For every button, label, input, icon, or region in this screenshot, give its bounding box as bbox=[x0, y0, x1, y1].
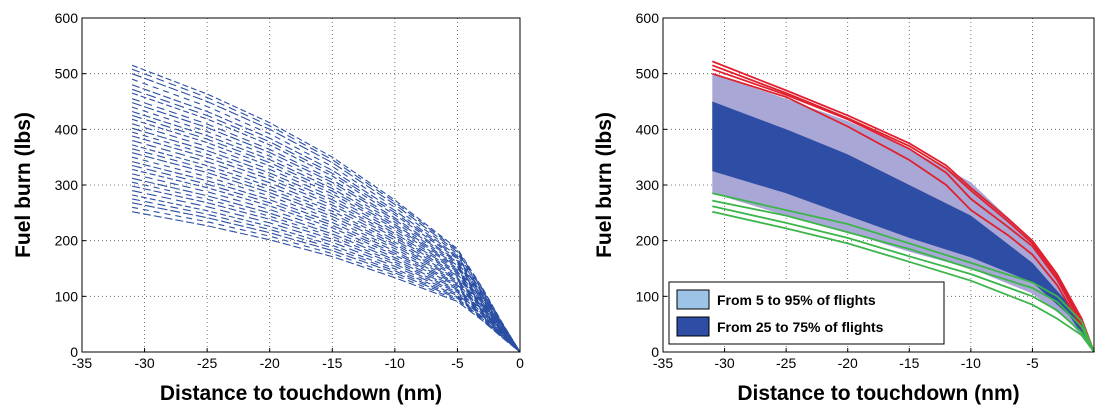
right-plot-frame bbox=[662, 17, 1095, 353]
reference-line bbox=[711, 64, 1095, 353]
y-tick-label: 600 bbox=[55, 10, 79, 26]
right-percentile-bands bbox=[712, 73, 1094, 352]
x-tick-label: -20 bbox=[838, 355, 858, 371]
x-tick-label: -25 bbox=[197, 355, 217, 371]
flight-line bbox=[131, 127, 521, 353]
left-tick-labels: -35 -30 -25 -20 -15 -10 -5 0 0 100 200 300 400 500 600 bbox=[55, 10, 524, 371]
reference-line bbox=[712, 192, 1095, 353]
x-tick-label: -35 bbox=[72, 355, 92, 371]
flight-line bbox=[131, 118, 521, 353]
left-data-lines bbox=[131, 64, 521, 353]
reference-line bbox=[712, 210, 1095, 353]
x-tick-label: -15 bbox=[899, 355, 919, 371]
reference-line bbox=[712, 199, 1095, 353]
y-tick-label: 400 bbox=[55, 121, 79, 137]
x-tick-label: -35 bbox=[653, 355, 673, 371]
x-tick-label: 0 bbox=[516, 355, 524, 371]
flight-line bbox=[131, 156, 521, 353]
flight-line bbox=[131, 98, 521, 353]
y-tick-label: 100 bbox=[636, 288, 660, 304]
flight-line bbox=[131, 123, 521, 353]
x-tick-label: -15 bbox=[322, 355, 342, 371]
legend-label-5-95: From 5 to 95% of flights bbox=[717, 292, 876, 308]
y-tick-label: 400 bbox=[636, 121, 660, 137]
x-tick-label: -30 bbox=[714, 355, 734, 371]
left-gridlines bbox=[81, 17, 521, 353]
y-tick-label: 500 bbox=[55, 66, 79, 82]
y-tick-label: 100 bbox=[55, 288, 79, 304]
flight-line bbox=[131, 152, 521, 353]
legend-box bbox=[668, 281, 945, 345]
x-tick-label: -5 bbox=[451, 355, 464, 371]
legend: From 5 to 95% of flights From 25 to 75% … bbox=[668, 281, 945, 345]
x-tick-label: -5 bbox=[1026, 355, 1039, 371]
flight-line bbox=[131, 78, 521, 353]
flight-line bbox=[131, 102, 521, 353]
reference-line bbox=[712, 205, 1095, 353]
legend-label-25-75: From 25 to 75% of flights bbox=[717, 319, 884, 335]
band-25-75 bbox=[712, 101, 1094, 352]
legend-swatch-25-75 bbox=[676, 316, 710, 337]
reference-line bbox=[712, 68, 1095, 353]
left-y-axis-label: Fuel burn (lbs) bbox=[12, 112, 35, 258]
reference-line bbox=[711, 60, 1095, 353]
flight-line bbox=[131, 84, 521, 353]
flight-line bbox=[131, 177, 521, 353]
flight-line bbox=[131, 181, 521, 353]
x-tick-label: -25 bbox=[776, 355, 796, 371]
legend-swatch-5-95 bbox=[676, 289, 710, 310]
y-tick-label: 200 bbox=[55, 233, 79, 249]
x-tick-label: -30 bbox=[134, 355, 154, 371]
y-tick-label: 200 bbox=[636, 233, 660, 249]
y-tick-label: 600 bbox=[636, 10, 660, 26]
left-chart: -35 -30 -25 -20 -15 -10 -5 0 0 100 200 300 400 500 600… bbox=[12, 10, 524, 405]
x-tick-label: -20 bbox=[260, 355, 280, 371]
right-chart: -35 -30 -25 -20 -15 -10 -50100200300400500600 … bbox=[593, 10, 1095, 405]
flight-line bbox=[131, 202, 521, 353]
left-x-axis-label: Distance to touchdown (nm) bbox=[160, 382, 442, 405]
y-tick-label: 0 bbox=[70, 344, 78, 360]
right-y-axis-label: Fuel burn (lbs) bbox=[593, 112, 616, 258]
right-extra-lines bbox=[711, 60, 1095, 353]
flight-line bbox=[131, 73, 521, 353]
flight-line bbox=[131, 211, 521, 353]
y-tick-label: 300 bbox=[55, 177, 79, 193]
x-tick-label: -10 bbox=[961, 355, 981, 371]
flight-line bbox=[131, 168, 521, 353]
flight-line bbox=[131, 64, 521, 353]
flight-line bbox=[131, 106, 521, 353]
flight-line bbox=[131, 114, 521, 353]
left-plot-frame bbox=[81, 17, 521, 353]
x-tick-label: -10 bbox=[385, 355, 405, 371]
flight-line bbox=[131, 131, 521, 353]
y-tick-label: 0 bbox=[651, 344, 659, 360]
y-tick-label: 300 bbox=[636, 177, 660, 193]
y-tick-label: 500 bbox=[636, 66, 660, 82]
flight-line bbox=[131, 198, 521, 353]
reference-line bbox=[712, 72, 1095, 353]
right-tick-labels: -35 -30 -25 -20 -15 -10 -5 0 100 200 300 400 500 600 bbox=[636, 10, 1039, 371]
flight-line bbox=[131, 164, 521, 353]
right-x-axis-label: Distance to touchdown (nm) bbox=[737, 382, 1019, 405]
flight-line bbox=[131, 173, 521, 353]
flight-line bbox=[131, 161, 521, 353]
